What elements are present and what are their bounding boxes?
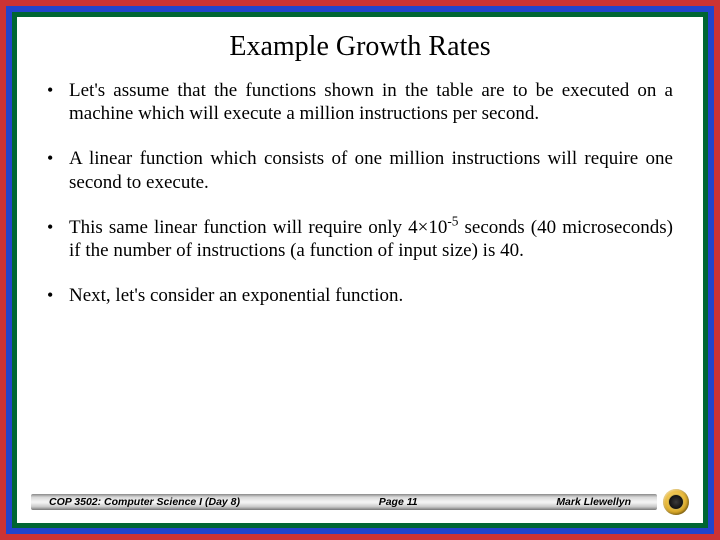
slide-footer: COP 3502: Computer Science I (Day 8) Pag…	[31, 488, 689, 516]
bullet-text: Let's assume that the functions shown in…	[69, 79, 673, 125]
bullet-item: • Let's assume that the functions shown …	[47, 79, 673, 125]
bullet-item: • This same linear function will require…	[47, 216, 673, 262]
slide-title: Example Growth Rates	[17, 17, 703, 69]
footer-course: COP 3502: Computer Science I (Day 8)	[49, 496, 240, 508]
bullet-text-prefix: This same linear function will require o…	[69, 217, 447, 238]
bullet-text: Next, let's consider an exponential func…	[69, 284, 673, 307]
bullet-dot: •	[47, 284, 69, 307]
footer-author: Mark Llewellyn	[556, 496, 631, 508]
ucf-seal-icon	[663, 489, 689, 515]
border-outer: Example Growth Rates • Let's assume that…	[0, 0, 720, 540]
bullet-text: This same linear function will require o…	[69, 216, 673, 262]
bullet-item: • A linear function which consists of on…	[47, 147, 673, 193]
bullet-dot: •	[47, 79, 69, 102]
footer-bar: COP 3502: Computer Science I (Day 8) Pag…	[31, 494, 657, 510]
bullet-dot: •	[47, 147, 69, 170]
slide-body: Example Growth Rates • Let's assume that…	[17, 17, 703, 523]
border-inner: Example Growth Rates • Let's assume that…	[12, 12, 708, 528]
superscript: -5	[447, 213, 458, 228]
bullet-item: • Next, let's consider an exponential fu…	[47, 284, 673, 307]
bullet-dot: •	[47, 216, 69, 239]
slide-content: • Let's assume that the functions shown …	[17, 69, 703, 523]
footer-page: Page 11	[379, 496, 418, 508]
bullet-text: A linear function which consists of one …	[69, 147, 673, 193]
border-middle: Example Growth Rates • Let's assume that…	[6, 6, 714, 534]
